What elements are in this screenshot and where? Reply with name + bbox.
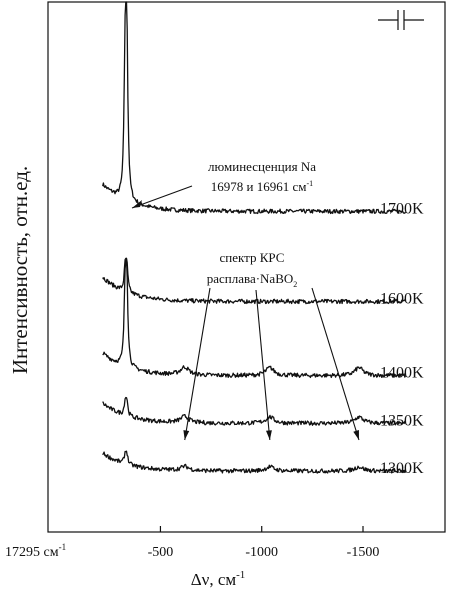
trace-1350k — [102, 396, 407, 426]
luminescence-arrow — [131, 185, 193, 209]
series-label-1400k: 1400K — [380, 365, 424, 382]
series-label-1700k: 1700K — [380, 200, 424, 217]
x-tick-label: -1000 — [245, 545, 278, 560]
luminescence-arrow-head — [132, 200, 142, 208]
series-labels: 1700K 1600K 1400K 1350K 1300K — [380, 200, 424, 477]
trace-1400k — [102, 258, 407, 379]
x-ticks: -500 -1000 -1500 — [148, 526, 380, 560]
x-tick-label: -500 — [148, 545, 174, 560]
trace-1700k — [102, 1, 407, 215]
raman-arrows — [183, 287, 360, 441]
raman-arrow — [255, 289, 271, 441]
raman-arrow-head — [183, 430, 190, 440]
raman-annotation-line1: спектр КРС — [220, 250, 285, 265]
series-label-1350k: 1350K — [380, 412, 424, 429]
trace-1600k — [102, 257, 407, 305]
x-axis-label: Δν, см-1 — [191, 569, 246, 589]
series-traces — [102, 1, 407, 474]
polarization-symbol — [378, 10, 424, 30]
raman-arrow-head — [266, 430, 272, 440]
series-label-1300k: 1300K — [380, 460, 424, 477]
raman-arrow-head — [353, 430, 359, 440]
x-origin-label: 17295 см-1 — [5, 542, 66, 560]
luminescence-annotation-line2: 16978 и 16961 см-1 — [211, 179, 313, 194]
series-label-1600k: 1600K — [380, 290, 424, 307]
raman-arrow — [184, 287, 211, 441]
trace-1300k — [102, 450, 407, 474]
luminescence-annotation-line1: люминесценция Na — [208, 159, 316, 174]
raman-arrow — [311, 287, 360, 441]
raman-annotation-line2: расплава·NaBO2 — [207, 271, 298, 289]
y-axis-label: Интенсивность, отн.ед. — [8, 166, 32, 374]
x-tick-label: -1500 — [347, 545, 380, 560]
plot-frame — [47, 1, 446, 533]
